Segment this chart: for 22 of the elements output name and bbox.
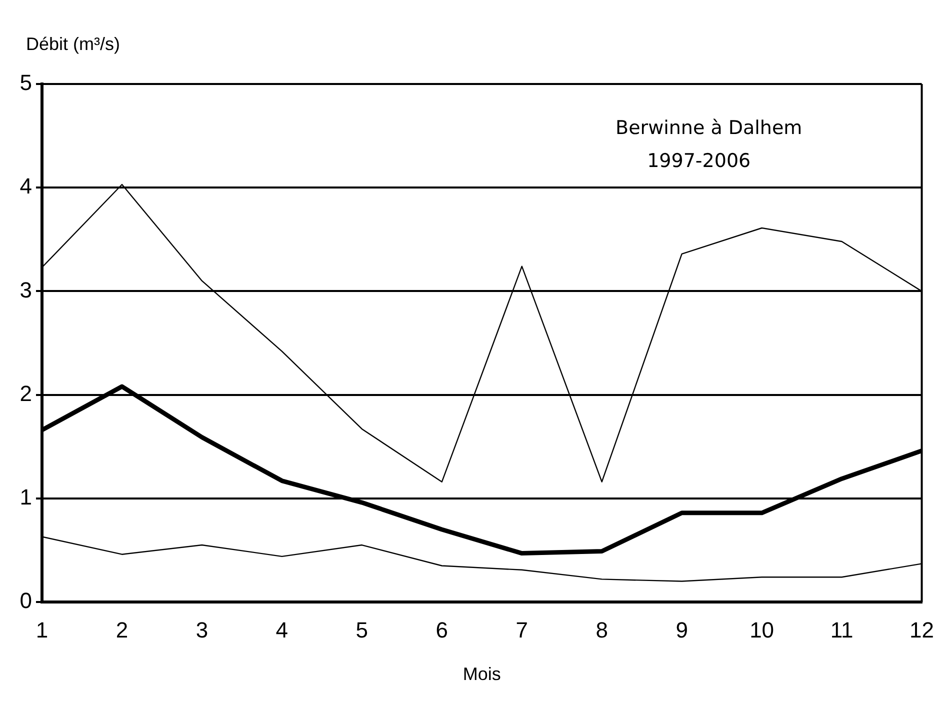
x-tick-label: 4 xyxy=(276,617,288,642)
y-tick-label: 1 xyxy=(20,484,32,510)
x-tick-label: 7 xyxy=(516,617,528,642)
x-tick-label: 5 xyxy=(356,617,368,642)
y-tick-label: 2 xyxy=(20,380,32,406)
y-tick-label: 4 xyxy=(20,174,32,199)
x-tick-label: 12 xyxy=(910,617,934,642)
x-tick-label: 10 xyxy=(750,617,774,642)
x-tick-label: 9 xyxy=(676,617,688,642)
x-tick-label: 8 xyxy=(596,617,608,642)
y-tick-label: 0 xyxy=(20,588,32,614)
x-tick-label: 3 xyxy=(196,617,208,642)
x-tick-label: 11 xyxy=(830,617,854,642)
y-tick-label: 3 xyxy=(20,277,32,302)
x-tick-label: 1 xyxy=(36,617,48,642)
x-axis-title: Mois xyxy=(462,664,501,684)
x-tick-label: 6 xyxy=(436,617,448,642)
annotation: Berwinne à Dalhem xyxy=(616,117,802,139)
y-axis-title: Débit (m³/s) xyxy=(26,34,120,54)
x-tick-label: 2 xyxy=(116,617,128,642)
y-tick-label: 5 xyxy=(20,70,32,96)
annotation: 1997-2006 xyxy=(647,150,751,172)
